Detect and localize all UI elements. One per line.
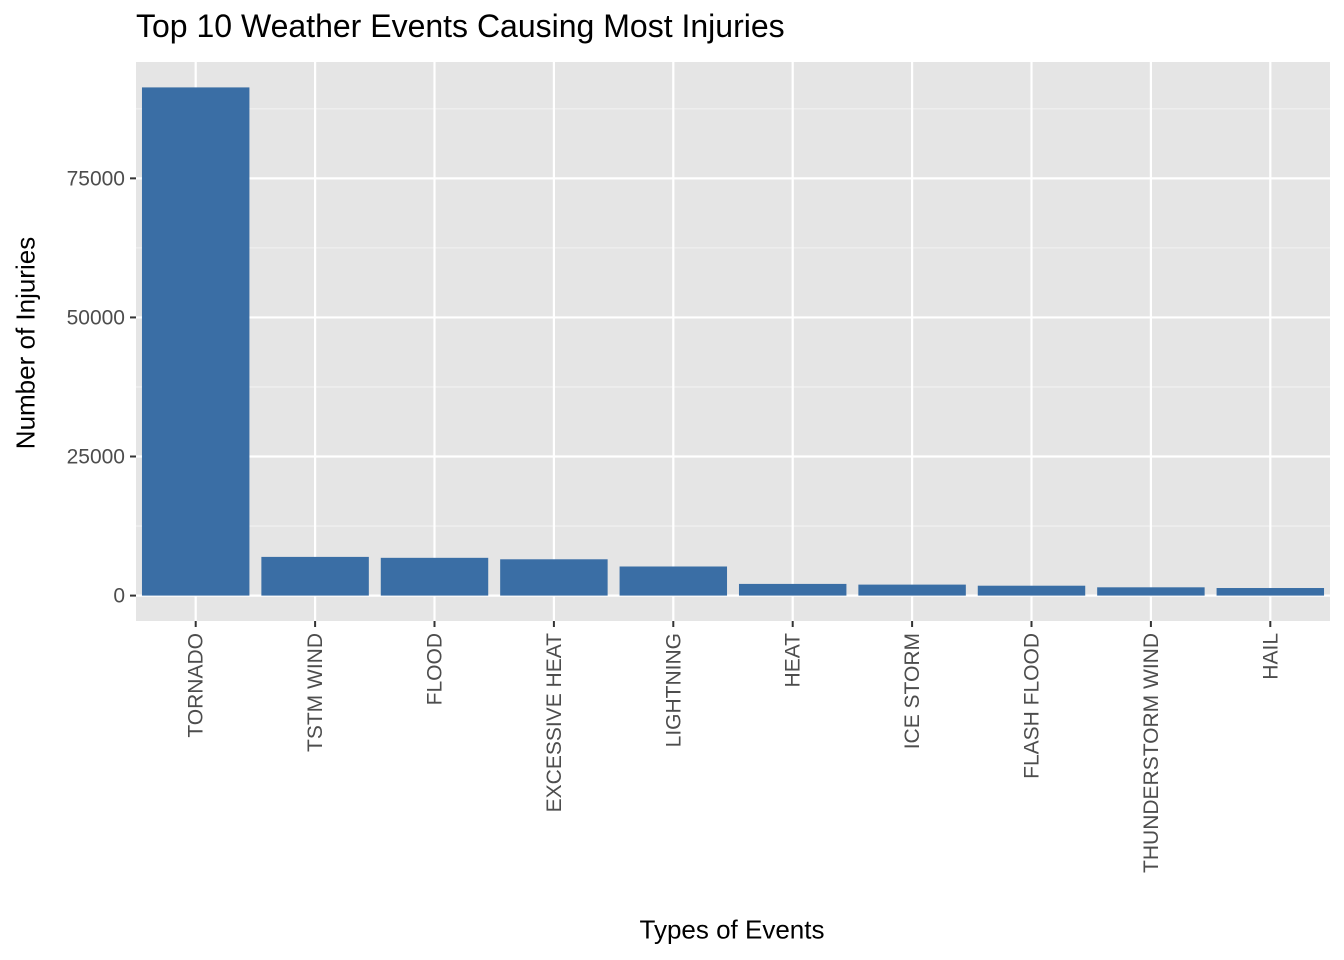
y-axis-label: Number of Injuries — [10, 236, 41, 450]
bar-tstm-wind — [261, 556, 369, 596]
x-tick-label: FLASH FLOOD — [1021, 633, 1044, 779]
x-tick-label: TSTM WIND — [304, 633, 327, 752]
bar-ice-storm — [858, 584, 966, 596]
bar-hail — [1216, 588, 1325, 596]
bar-heat — [738, 583, 847, 596]
y-tick-label: 50000 — [67, 306, 125, 329]
bar-thunderstorm-wind — [1097, 587, 1205, 596]
x-tick-label: TORNADO — [185, 633, 208, 738]
x-axis-label: Types of Events — [639, 914, 825, 945]
bar-flash-flood — [977, 585, 1086, 596]
y-tick-label: 25000 — [67, 446, 125, 469]
x-tick-label: LIGHTNING — [662, 633, 685, 747]
bar-flood — [380, 557, 489, 596]
x-tick-label: EXCESSIVE HEAT — [543, 633, 566, 813]
x-tick-label: ICE STORM — [901, 633, 924, 749]
bar-excessive-heat — [500, 559, 608, 596]
x-tick-label: FLOOD — [424, 633, 447, 705]
bar-tornado — [141, 87, 250, 596]
x-tick-label: THUNDERSTORM WIND — [1140, 633, 1163, 873]
y-tick-label: 75000 — [67, 167, 125, 190]
x-tick-label: HEAT — [782, 633, 805, 688]
x-tick-label: HAIL — [1259, 633, 1282, 680]
y-tick-label: 0 — [113, 585, 125, 608]
bar-lightning — [619, 566, 728, 596]
chart-title: Top 10 Weather Events Causing Most Injur… — [136, 8, 785, 44]
plot-panel — [136, 62, 1330, 621]
